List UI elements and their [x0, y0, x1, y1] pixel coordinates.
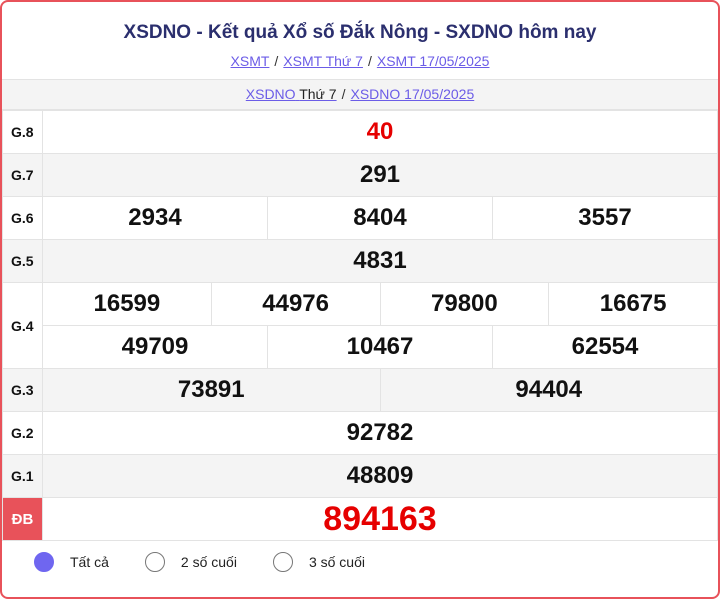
prize-value: 73891: [42, 368, 381, 412]
radio-icon[interactable]: [272, 552, 293, 572]
prize-value: 4831: [42, 239, 718, 283]
filter-all[interactable]: Tất cả: [34, 552, 109, 572]
row-g4: G.4 16599 44976 79800 16675: [2, 282, 718, 369]
row-g2: G.2 92782: [2, 411, 718, 455]
xsdno-thu7-link[interactable]: XSDNO Thứ 7: [245, 86, 337, 102]
breadcrumb-xsmt[interactable]: XSMT: [230, 53, 270, 69]
breadcrumb-xsmt-date[interactable]: XSMT 17/05/2025: [376, 53, 490, 69]
prize-value: 40: [42, 110, 718, 154]
row-g6: G.6 2934 8404 3557: [2, 196, 718, 240]
prize-value: 8404: [267, 196, 493, 240]
prize-value: 49709: [42, 325, 268, 369]
row-g8: G.8 40: [2, 110, 718, 154]
prize-value: 291: [42, 153, 718, 197]
row-db: ĐB 894163: [2, 497, 718, 541]
prize-value: 79800: [379, 282, 550, 326]
prize-value: 16675: [548, 282, 718, 326]
breadcrumb: XSMT / XSMT Thứ 7/XSMT 17/05/2025: [230, 53, 490, 69]
filter-last-3[interactable]: 3 số cuối: [272, 552, 365, 572]
prize-value: 48809: [42, 454, 718, 498]
row-g3: G.3 73891 94404: [2, 368, 718, 412]
prize-value: 10467: [267, 325, 493, 369]
row-g1: G.1 48809: [2, 454, 718, 498]
row-g7: G.7 291: [2, 153, 718, 197]
prize-value: 44976: [210, 282, 381, 326]
sub-links: XSDNO Thứ 7/XSDNO 17/05/2025: [2, 79, 718, 110]
row-g5: G.5 4831: [2, 239, 718, 283]
filter-last-2[interactable]: 2 số cuối: [144, 552, 237, 572]
breadcrumb-xsmt-thu7[interactable]: XSMT Thứ 7: [283, 53, 363, 69]
prize-value: 92782: [42, 411, 718, 455]
row-g4b: 49709 10467 62554: [3, 325, 718, 369]
xsdno-date-link[interactable]: XSDNO 17/05/2025: [350, 86, 475, 102]
radio-icon[interactable]: [144, 552, 165, 572]
digit-filter: Tất cả 2 số cuối 3 số cuối: [34, 552, 401, 572]
prize-value: 2934: [42, 196, 268, 240]
page-title: XSDNO - Kết quả Xổ số Đắk Nông - SXDNO h…: [123, 22, 597, 43]
radio-selected-icon[interactable]: [34, 552, 54, 572]
prize-value: 94404: [379, 368, 718, 412]
special-prize-label: ĐB: [2, 497, 43, 541]
prize-value: 62554: [492, 325, 718, 369]
results-table: G.8 40 G.7 291 G.6 2934 8404 3557 G.5 4831 G.4…: [2, 110, 718, 541]
prize-value: 16599: [42, 282, 212, 326]
special-prize-value: 894163: [42, 497, 718, 541]
prize-value: 3557: [492, 196, 718, 240]
